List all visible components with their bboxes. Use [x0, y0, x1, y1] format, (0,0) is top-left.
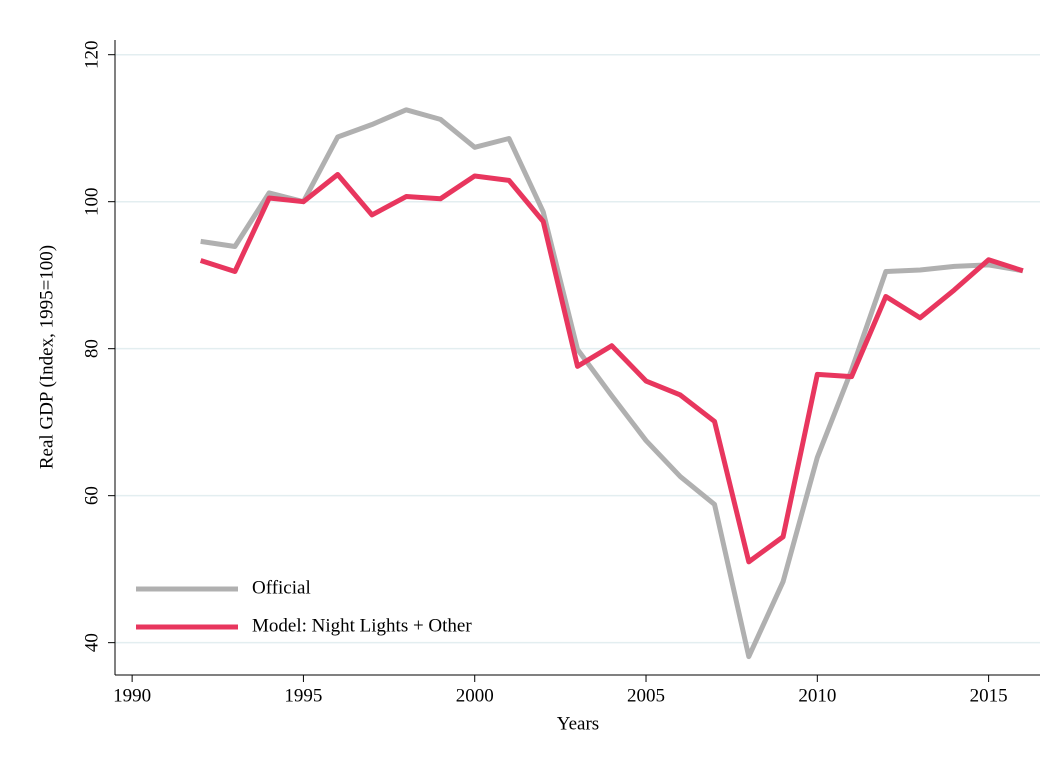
x-tick-label: 1990 — [113, 685, 151, 706]
y-axis-label: Real GDP (Index, 1995=100) — [36, 245, 57, 469]
y-tick-label: 100 — [81, 187, 102, 216]
y-tick-label: 80 — [81, 339, 102, 358]
line-series — [200, 107, 1024, 660]
x-tick-label: 1995 — [284, 685, 322, 706]
line-series — [199, 171, 1024, 565]
y-tick-label: 60 — [81, 486, 102, 505]
x-tick-label: 2015 — [970, 685, 1008, 706]
x-tick-label: 2010 — [798, 685, 836, 706]
y-tick-label: 120 — [81, 40, 102, 69]
x-axis-label: Years — [557, 713, 599, 734]
y-tick-label: 40 — [81, 633, 102, 652]
legend-label: Official — [252, 577, 311, 598]
legend-label: Model: Night Lights + Other — [252, 615, 472, 636]
x-tick-label: 2000 — [456, 685, 494, 706]
x-tick-label: 2005 — [627, 685, 665, 706]
